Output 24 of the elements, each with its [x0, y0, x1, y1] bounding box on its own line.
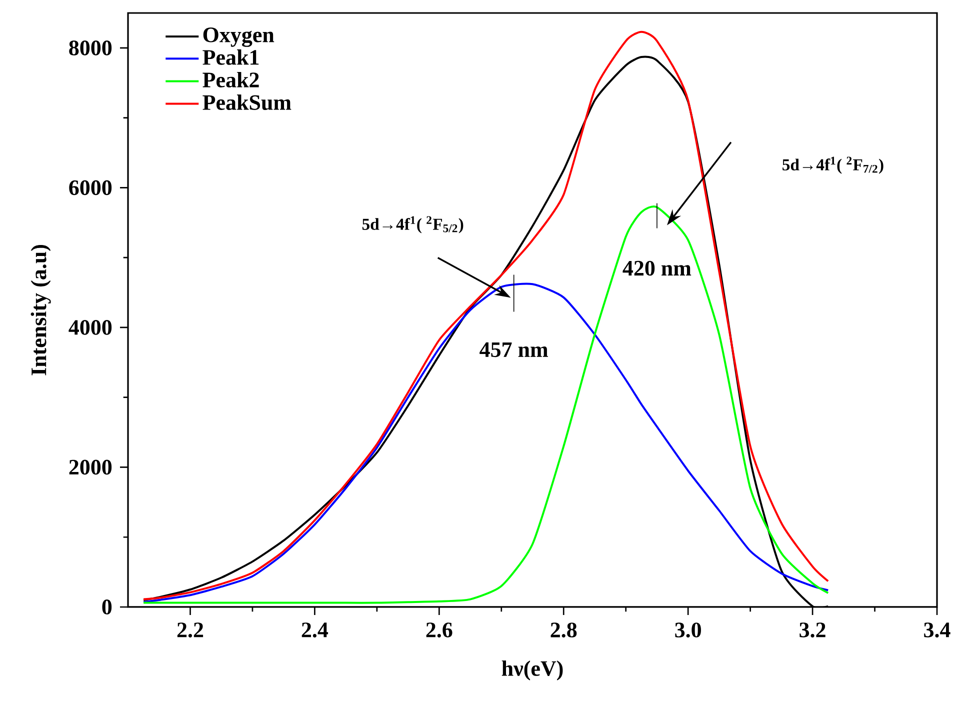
legend-label: Peak2: [202, 72, 259, 88]
y-tick-label: 2000: [69, 460, 112, 475]
legend-label: Oxygen: [203, 28, 274, 47]
line-series: [142, 282, 830, 604]
x-tick-label: 2.8: [550, 622, 577, 638]
y-axis-title: Intensity (a.u): [30, 244, 51, 376]
legend-label: Peak1: [202, 49, 259, 65]
y-tick-label: 0: [102, 600, 112, 614]
x-tick-label: 2.4: [302, 622, 328, 638]
annotation: 5d→4f$^{1}$( $^{2}$F$_{7/2}$): [782, 156, 884, 174]
line-series: [142, 206, 830, 604]
x-tick-label: 3.0: [675, 622, 701, 638]
legend-label: PeakSum: [202, 94, 292, 110]
y-tick-label: 8000: [69, 40, 112, 56]
y-tick-label: 4000: [68, 320, 112, 335]
annotation: 5d→4f$^{1}$( $^{2}$F$_{5/2}$): [362, 216, 464, 234]
x-tick-label: 2.6: [426, 622, 452, 638]
annotation: 420 nm: [622, 260, 692, 276]
x-tick-label: 3.2: [800, 622, 826, 638]
x-tick-label: 2.2: [177, 622, 204, 638]
annotation: 457 nm: [480, 342, 548, 358]
x-axis-title: hν(eV): [502, 660, 563, 680]
y-tick-label: 6000: [69, 180, 112, 196]
x-tick-label: 3.4: [924, 622, 950, 638]
